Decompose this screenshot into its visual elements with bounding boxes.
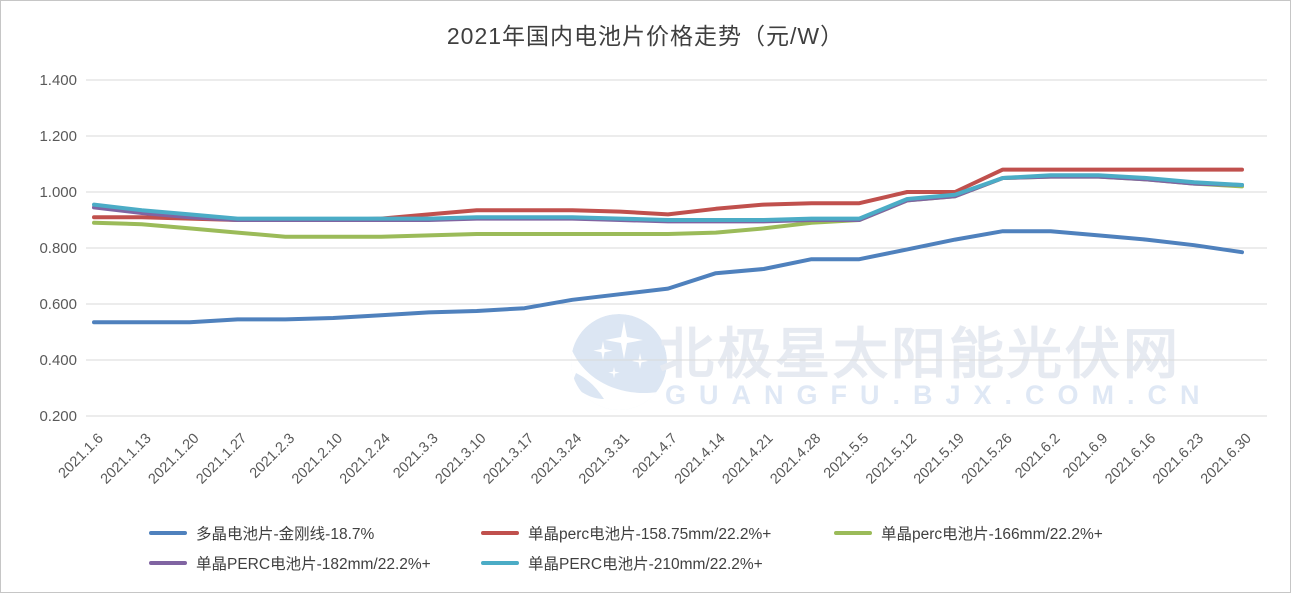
legend-item-4: 单晶PERC电池片-210mm/22.2%+ [481,551,763,575]
series-line-2 [92,174,1244,239]
y-axis-tick-label: 0.400 [39,352,77,369]
legend-item-label: 单晶PERC电池片-182mm/22.2%+ [196,556,431,573]
legend-item-1: 单晶perc电池片-158.75mm/22.2%+ [481,521,771,545]
legend-line-swatch-icon [834,530,872,536]
legend-item-label: 多晶电池片-金刚线-18.7% [196,526,375,543]
series-line-4 [92,173,1244,222]
x-axis-tick-label: 2021.5.26 [959,431,1016,488]
x-axis-tick-label: 2021.1.27 [193,431,250,488]
y-axis-tick-label: 1.000 [39,184,77,201]
x-axis-tick-label: 2021.6.30 [1198,431,1255,488]
x-axis-tick-label: 2021.6.16 [1102,431,1159,488]
x-axis-tick-label: 2021.2.10 [289,431,346,488]
legend-item-label: 单晶PERC电池片-210mm/22.2%+ [528,556,763,573]
y-axis-tick-label: 1.200 [39,128,77,145]
x-axis-tick-label: 2021.3.10 [433,431,490,488]
x-axis-tick-label: 2021.3.31 [576,431,633,488]
y-axis-tick-label: 0.600 [39,296,77,313]
legend-item-2: 单晶perc电池片-166mm/22.2%+ [834,521,1103,545]
x-axis-tick-label: 2021.1.20 [146,431,203,488]
legend-item-label: 单晶perc电池片-158.75mm/22.2%+ [528,526,772,543]
watermark-cn-text: 北极星太阳能光伏网 [659,323,1182,385]
legend: 多晶电池片-金刚线-18.7% 单晶perc电池片-158.75mm/22.2%+… [1,521,1290,585]
legend-line-swatch-icon [149,560,187,566]
legend-line-swatch-icon [481,530,519,536]
x-axis-tick-label: 2021.3.17 [480,431,537,488]
chart-title: 2021年国内电池片价格走势（元/W） [446,23,845,49]
x-axis-tick-label: 2021.4.14 [672,431,729,488]
legend-line-swatch-icon [481,560,519,566]
series-line-0 [92,229,1244,325]
x-axis-tick-label: 2021.6.2 [1012,431,1063,482]
x-axis-tick-label: 2021.2.24 [337,431,394,488]
moon-stars-logo-icon [571,314,667,410]
legend-item-label: 单晶perc电池片-166mm/22.2%+ [881,526,1103,543]
x-axis-tick-label: 2021.4.21 [720,431,777,488]
y-axis-tick-label: 0.800 [39,240,77,257]
y-axis-tick-label: 0.200 [39,408,77,425]
watermark-en-text: GUANGFU.BJX.COM.CN [665,380,1213,410]
x-axis-tick-label: 2021.5.19 [911,431,968,488]
x-axis-tick-label: 2021.1.13 [98,431,155,488]
x-axis-tick-label: 2021.5.12 [863,431,920,488]
legend-item-0: 多晶电池片-金刚线-18.7% [149,521,374,545]
legend-line-swatch-icon [149,530,187,536]
y-axis-tick-label: 1.400 [39,72,77,89]
x-axis-tick-label: 2021.4.28 [767,431,824,488]
x-axis-tick-label: 2021.3.24 [528,431,585,488]
legend-item-3: 单晶PERC电池片-182mm/22.2%+ [149,551,431,575]
x-axis-tick-label: 2021.6.23 [1150,431,1207,488]
